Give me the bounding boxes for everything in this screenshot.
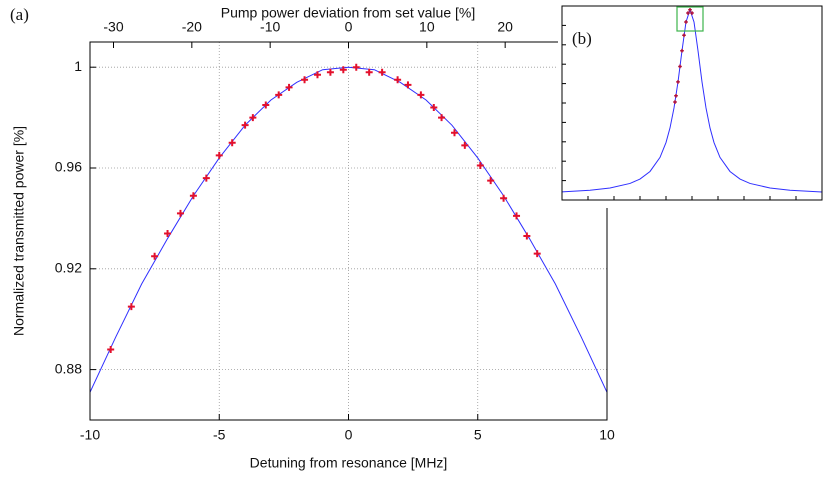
zoom-box xyxy=(676,6,704,32)
data-point xyxy=(339,66,347,74)
data-point xyxy=(249,114,257,122)
inset-plot: (b) xyxy=(558,0,831,208)
x2-tick-label: 10 xyxy=(419,19,435,35)
x-tick-label: -10 xyxy=(80,427,100,443)
data-point xyxy=(461,141,469,149)
data-point xyxy=(688,8,692,12)
data-point xyxy=(202,174,210,182)
panel-label: (b) xyxy=(572,29,592,48)
data-point xyxy=(450,129,458,137)
data-point xyxy=(326,68,334,76)
plot-area xyxy=(562,6,822,200)
y-tick-label: 0.92 xyxy=(55,260,82,276)
data-point xyxy=(404,81,412,89)
data-point xyxy=(686,11,690,15)
data-point xyxy=(394,76,402,84)
x-axis-label: Detuning from resonance [MHz] xyxy=(250,455,448,471)
data-point xyxy=(487,177,495,185)
data-point xyxy=(678,64,682,69)
x2-axis-label: Pump power deviation from set value [%] xyxy=(221,5,475,21)
fit-curve xyxy=(90,66,607,393)
data-point xyxy=(228,139,236,147)
data-point xyxy=(378,68,386,76)
x2-tick-label: -20 xyxy=(182,19,202,35)
x-tick-label: 10 xyxy=(599,427,615,443)
data-point xyxy=(682,33,686,38)
data-point xyxy=(352,63,360,71)
x2-tick-label: -30 xyxy=(103,19,123,35)
panel-label: (a) xyxy=(10,5,29,24)
data-point xyxy=(430,104,438,112)
data-point xyxy=(476,161,484,169)
data-point xyxy=(127,303,135,311)
data-point xyxy=(684,20,688,24)
x-tick-label: -5 xyxy=(213,427,226,443)
data-point xyxy=(151,252,159,260)
data-point xyxy=(500,194,508,202)
data-point xyxy=(215,151,223,159)
data-point xyxy=(365,68,373,76)
y-tick-label: 1 xyxy=(74,58,82,74)
data-point xyxy=(674,93,678,98)
x-tick-label: 5 xyxy=(474,427,482,443)
y-tick-label: 0.96 xyxy=(55,159,82,175)
data-point xyxy=(107,345,115,353)
data-point xyxy=(189,192,197,200)
x-tick-label: 0 xyxy=(345,427,353,443)
data-point xyxy=(533,250,541,258)
data-point xyxy=(690,11,694,15)
data-point xyxy=(680,48,684,53)
data-point xyxy=(285,83,293,91)
data-point xyxy=(676,80,680,84)
x2-tick-label: 20 xyxy=(497,19,513,35)
data-point xyxy=(513,212,521,220)
data-point xyxy=(301,76,309,84)
data-point xyxy=(241,121,249,129)
data-point xyxy=(176,209,184,217)
data-point xyxy=(262,101,270,109)
y-axis-label: Normalized transmitted power [%] xyxy=(11,126,27,336)
data-point xyxy=(313,71,321,79)
data-point xyxy=(275,91,283,99)
plot-frame xyxy=(89,41,608,421)
x2-tick-label: -10 xyxy=(260,19,280,35)
data-point xyxy=(438,114,446,122)
data-point xyxy=(164,230,172,238)
data-point xyxy=(673,100,677,104)
data-point xyxy=(523,232,531,240)
x2-tick-label: 0 xyxy=(345,19,353,35)
y-tick-label: 0.88 xyxy=(55,360,82,376)
data-point xyxy=(417,91,425,99)
main-plot: -10 -5 0 5 10 1 0.96 0.92 0.88 -30 -20 -10 0 10 20 Detu… xyxy=(10,5,615,471)
